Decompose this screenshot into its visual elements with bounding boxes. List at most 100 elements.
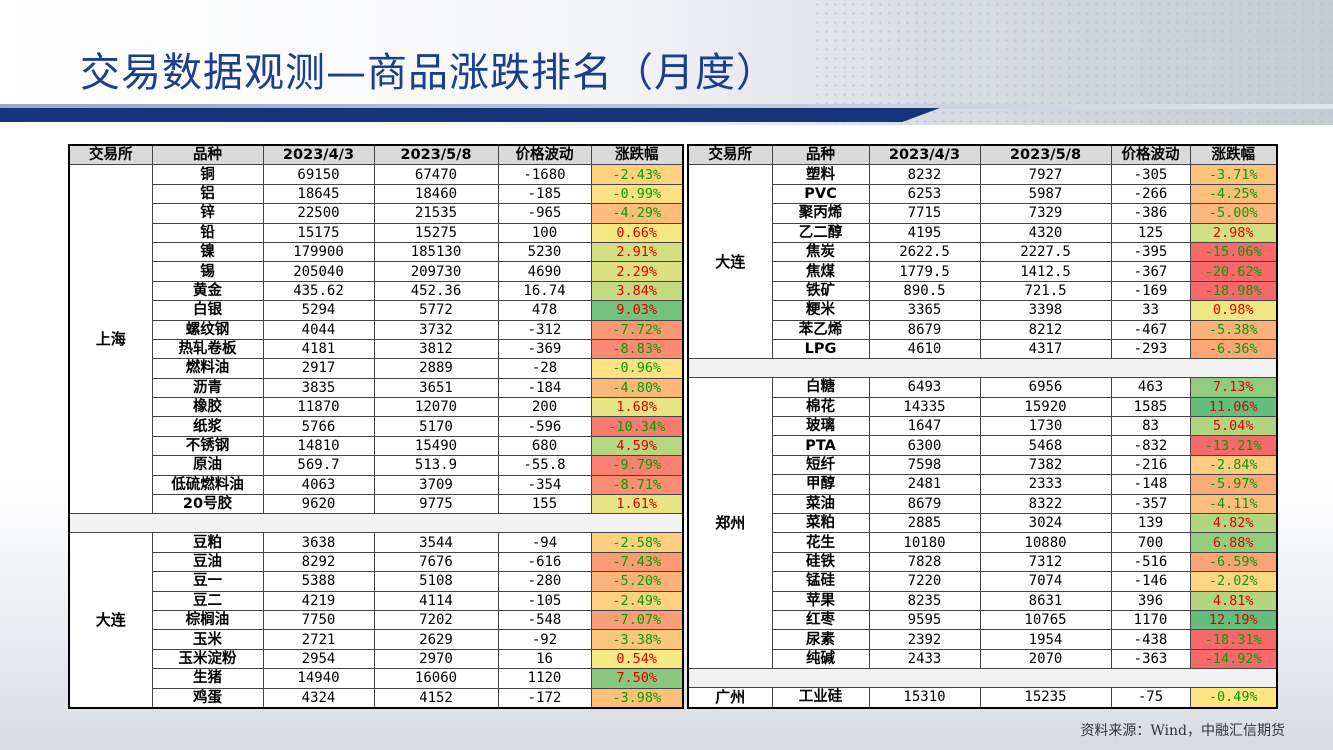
price-change-cell: -94 (497, 532, 592, 553)
commodity-name-cell: 菜粕 (771, 513, 870, 534)
commodity-name-cell: 塑料 (771, 164, 870, 185)
change-pct-cell: -7.72% (590, 319, 684, 340)
table-row: 大连 塑料 8232 7927 -305 -3.71% (687, 164, 1278, 360)
price-date2-cell: 1730 (979, 416, 1112, 437)
header-commodity: 品种 (151, 144, 264, 166)
price-change-cell: -293 (1110, 338, 1191, 360)
price-change-cell: -438 (1110, 629, 1191, 650)
price-change-cell: -75 (1110, 687, 1191, 709)
change-pct-cell: -18.31% (1189, 629, 1278, 650)
price-change-cell: -832 (1110, 435, 1191, 456)
exchange-cell: 大连 (687, 164, 773, 360)
price-change-cell: 4690 (497, 261, 592, 282)
price-date1-cell: 435.62 (262, 280, 375, 302)
price-date1-cell: 2392 (868, 629, 981, 650)
price-date1-cell: 14940 (262, 668, 375, 689)
price-date2-cell: 18460 (373, 183, 499, 205)
change-pct-cell: -0.96% (590, 358, 684, 379)
change-pct-cell: -9.79% (590, 455, 684, 476)
commodity-name-cell: 粳米 (771, 300, 870, 321)
price-date2-cell: 3732 (373, 319, 499, 340)
price-date2-cell: 5468 (979, 435, 1112, 456)
price-change-cell: -305 (1110, 164, 1191, 185)
table-row: 上海铜 69150 67470 -1680 -2.43% (68, 164, 684, 515)
change-pct-cell: -3.71% (1189, 164, 1278, 185)
price-date2-cell: 8322 (979, 493, 1112, 515)
commodity-name-cell: 玉米淀粉 (151, 648, 264, 670)
price-date2-cell: 4320 (979, 222, 1112, 243)
table-row: 豆二 4219 4114 -105 -2.49% (69, 590, 684, 611)
table-row: 豆油 8292 7676 -616 -7.43% (69, 551, 684, 573)
commodity-name-cell: 豆一 (151, 571, 264, 592)
table-row: 锡 205040 209730 4690 2.29% (69, 261, 684, 282)
commodity-table-right: 交易所 品种 2023/4/3 2023/5/8 价格波动 涨跌幅 大连 塑料 82… (687, 144, 1278, 709)
price-date1-cell: 4324 (262, 687, 375, 709)
price-date2-cell: 15235 (979, 687, 1112, 709)
table-row: 橡胶 11870 12070 200 1.68% (69, 397, 684, 418)
change-pct-cell: 5.04% (1189, 416, 1278, 437)
change-pct-cell: -6.36% (1189, 338, 1278, 360)
price-date2-cell: 15920 (979, 396, 1112, 418)
price-change-cell: -1680 (497, 164, 592, 185)
price-date1-cell: 9595 (868, 609, 981, 631)
commodity-name-cell: 苯乙烯 (771, 319, 870, 340)
commodity-name-cell: 纸浆 (151, 416, 264, 437)
table-row: 铝 18645 18460 -185 -0.99% (69, 183, 684, 205)
commodity-name-cell: 焦煤 (771, 261, 870, 282)
table-row: 燃料油 2917 2889 -28 -0.96% (69, 358, 684, 379)
price-date2-cell: 5170 (373, 416, 499, 437)
change-pct-cell: -4.29% (590, 203, 684, 224)
price-date2-cell: 3024 (979, 513, 1112, 534)
price-date2-cell: 7329 (979, 203, 1112, 224)
commodity-name-cell: 螺纹钢 (151, 319, 264, 340)
commodity-name-cell: 锰硅 (771, 571, 870, 592)
table-row: 玻璃 1647 1730 83 5.04% (688, 416, 1278, 437)
commodity-name-cell: 棕榈油 (151, 609, 264, 631)
price-change-cell: -367 (1110, 261, 1191, 282)
price-date1-cell: 2481 (868, 474, 981, 495)
price-date2-cell: 4114 (373, 590, 499, 611)
price-date1-cell: 205040 (262, 261, 375, 282)
change-pct-cell: -8.83% (590, 338, 684, 360)
exchange-cell: 大连 (68, 532, 153, 709)
price-date2-cell: 209730 (373, 261, 499, 282)
price-change-cell: 700 (1110, 532, 1191, 553)
commodity-name-cell: 豆二 (151, 590, 264, 611)
price-date1-cell: 8232 (868, 164, 981, 185)
separator-cell (68, 513, 684, 534)
table-row: 纯碱 2433 2070 -363 -14.92% (688, 648, 1278, 670)
price-date1-cell: 1779.5 (868, 261, 981, 282)
commodity-name-cell: 硅铁 (771, 551, 870, 573)
separator-cell (687, 358, 1278, 379)
price-date1-cell: 15310 (868, 687, 981, 709)
price-date1-cell: 11870 (262, 397, 375, 418)
price-date2-cell: 8212 (979, 319, 1112, 340)
table-row: 聚丙烯 7715 7329 -386 -5.00% (688, 203, 1278, 224)
commodity-name-cell: 尿素 (771, 629, 870, 650)
group-separator-row (68, 513, 684, 534)
commodity-name-cell: LPG (771, 338, 870, 360)
table-row: PVC 6253 5987 -266 -4.25% (688, 183, 1278, 205)
price-date2-cell: 15490 (373, 435, 499, 457)
price-date1-cell: 1647 (868, 416, 981, 437)
commodity-name-cell: 短纤 (771, 454, 870, 476)
table-row: 低硫燃料油 4063 3709 -354 -8.71% (69, 474, 684, 496)
price-date2-cell: 1412.5 (979, 261, 1112, 282)
header-price-change: 价格波动 (1110, 144, 1191, 166)
change-pct-cell: -2.43% (590, 164, 684, 185)
change-pct-cell: -20.62% (1189, 261, 1278, 282)
table-row: 广州 工业硅 15310 15235 -75 -0.49% (687, 687, 1278, 709)
price-change-cell: 83 (1110, 416, 1191, 437)
price-date2-cell: 3709 (373, 474, 499, 496)
change-pct-cell: -18.98% (1189, 280, 1278, 302)
price-date1-cell: 179900 (262, 241, 375, 263)
change-pct-cell: -3.38% (590, 629, 684, 650)
change-pct-cell: -6.59% (1189, 551, 1278, 573)
commodity-name-cell: 玻璃 (771, 416, 870, 437)
price-date2-cell: 2889 (373, 358, 499, 379)
price-date2-cell: 67470 (373, 164, 499, 185)
price-date1-cell: 5294 (262, 300, 375, 321)
price-change-cell: 125 (1110, 222, 1191, 243)
price-date2-cell: 452.36 (373, 280, 499, 302)
price-date1-cell: 5388 (262, 571, 375, 592)
